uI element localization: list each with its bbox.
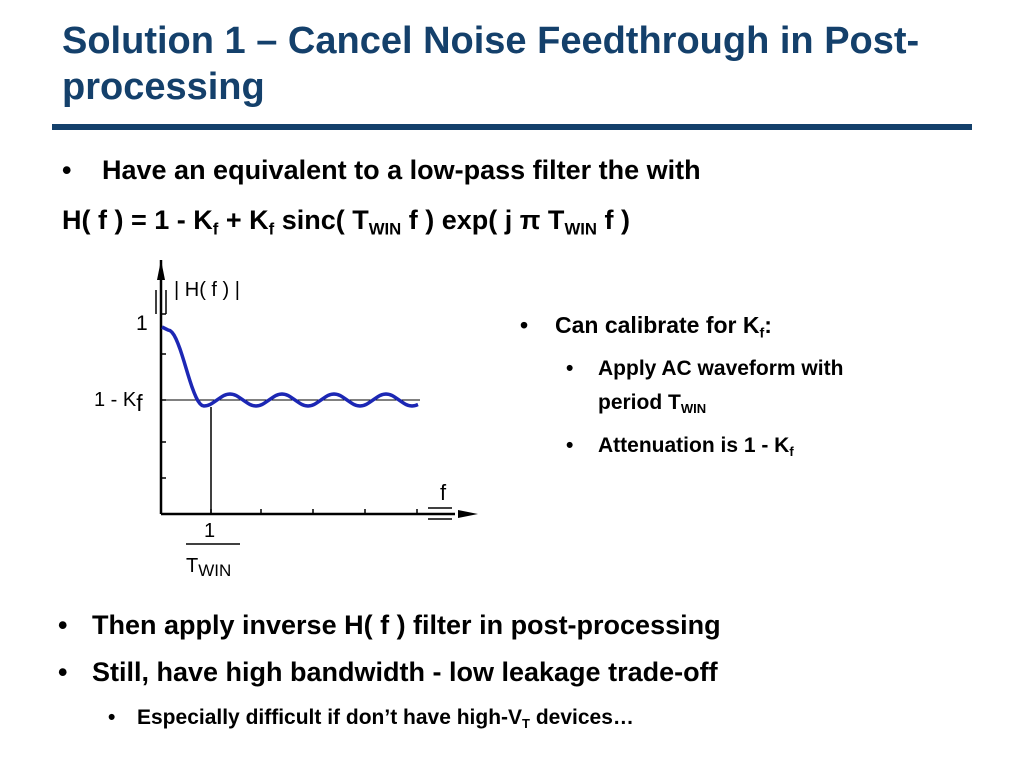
bullet-marker: • (58, 657, 68, 687)
y-tick-level: 1 - Kf (94, 389, 143, 416)
sub-bullet-apply-ac: Apply AC waveform with (598, 357, 844, 380)
y-axis-arrowhead (157, 260, 165, 280)
slide-title: Solution 1 – Cancel Noise Feedthrough in… (62, 20, 920, 108)
axis-ticks (161, 313, 418, 514)
x-tick-denominator: TWIN (186, 555, 231, 580)
bullet-marker: • (108, 706, 116, 729)
bullet-marker: • (62, 155, 72, 185)
magnitude-response-curve (161, 325, 419, 408)
sub-bullet-apply-ac-line2: period TWIN (598, 391, 707, 417)
bullet-calibrate: Can calibrate for Kf: (555, 312, 772, 342)
y-axis-label: | H( f ) | (174, 279, 240, 301)
sub-bullet-attenuation: Attenuation is 1 - Kf (598, 434, 794, 460)
transfer-function-equation: H( f ) = 1 - Kf + Kf sinc( TWIN f ) exp(… (62, 205, 630, 239)
bullet-marker: • (520, 312, 529, 338)
x-tick-numerator: 1 (204, 520, 215, 542)
bullet-low-pass-filter: Have an equivalent to a low-pass filter … (102, 155, 701, 185)
x-axis-arrowhead (458, 510, 478, 518)
y-tick-1: 1 (136, 312, 148, 335)
title-divider (52, 124, 972, 130)
x-axis-label: f (440, 480, 447, 505)
bullet-inverse-filter: Then apply inverse H( f ) filter in post… (92, 610, 721, 640)
sub-bullet-high-vt: Especially difficult if don’t have high-… (137, 706, 634, 732)
bullet-bandwidth-tradeoff: Still, have high bandwidth - low leakage… (92, 657, 718, 687)
bullet-marker: • (58, 610, 68, 640)
magnitude-response-figure: | H( f ) | 1 1 - Kf f 1 TWIN (94, 260, 478, 580)
bullet-marker: • (566, 434, 574, 457)
bullet-marker: • (566, 357, 574, 380)
